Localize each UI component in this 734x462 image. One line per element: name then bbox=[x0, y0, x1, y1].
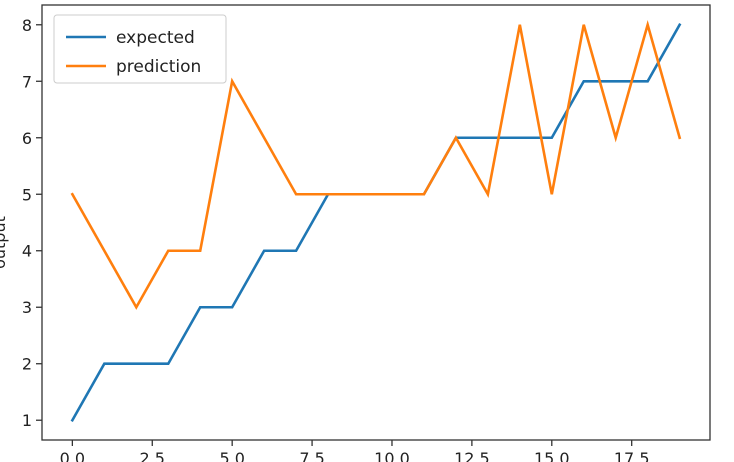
x-tick-label: 12.5 bbox=[454, 449, 490, 462]
x-tick-label: 17.5 bbox=[614, 449, 650, 462]
x-tick-label: 5.0 bbox=[219, 449, 244, 462]
y-tick-label: 4 bbox=[22, 242, 32, 261]
legend-label-prediction: prediction bbox=[116, 57, 201, 77]
y-tick-label: 2 bbox=[22, 355, 32, 374]
x-axis: 0.0 2.5 5.0 7.5 10.0 12.5 15.0 17.5 bbox=[60, 440, 650, 462]
y-tick-label: 8 bbox=[22, 16, 32, 35]
y-tick-label: 6 bbox=[22, 129, 32, 148]
y-tick-label: 3 bbox=[22, 298, 32, 317]
y-tick-label: 5 bbox=[22, 185, 32, 204]
y-axis-label: output bbox=[0, 216, 9, 269]
y-tick-label: 1 bbox=[22, 411, 32, 430]
x-tick-label: 7.5 bbox=[299, 449, 324, 462]
series-layer bbox=[70, 19, 682, 423]
x-tick-label: 2.5 bbox=[140, 449, 165, 462]
series-line-prediction bbox=[70, 19, 682, 310]
series-line-expected bbox=[70, 22, 682, 423]
legend-label-expected: expected bbox=[116, 28, 195, 48]
y-axis: 1 2 3 4 5 6 7 8 bbox=[22, 16, 42, 430]
y-tick-label: 7 bbox=[22, 72, 32, 91]
plot-frame bbox=[41, 4, 711, 441]
x-tick-label: 10.0 bbox=[374, 449, 410, 462]
x-tick-label: 0.0 bbox=[60, 449, 85, 462]
legend: expected prediction bbox=[53, 14, 227, 84]
x-tick-label: 15.0 bbox=[534, 449, 570, 462]
